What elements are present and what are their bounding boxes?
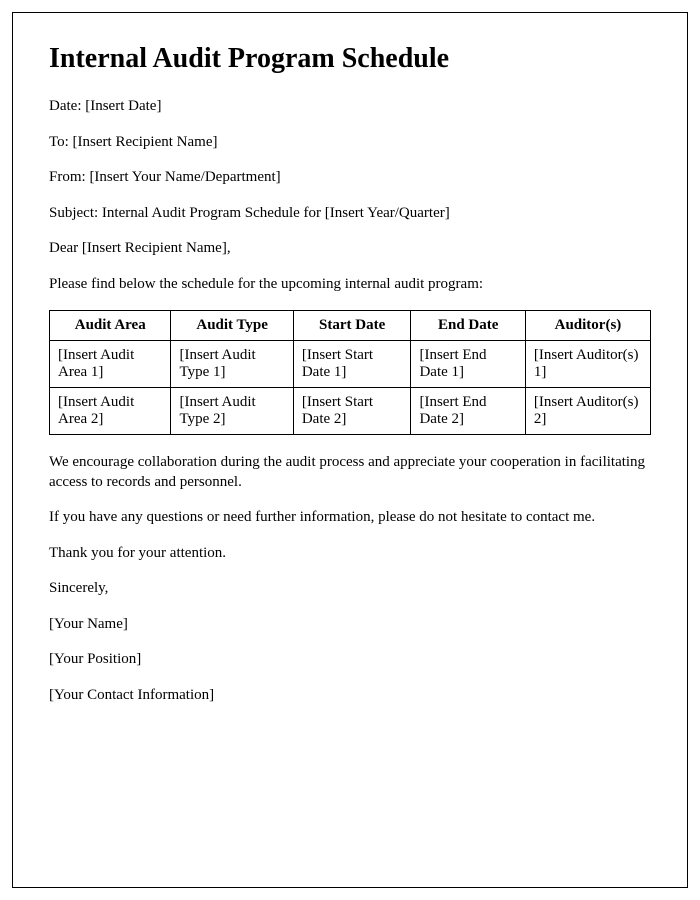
cell-audit-type: [Insert Audit Type 2]	[171, 388, 293, 435]
to-value: [Insert Recipient Name]	[73, 134, 218, 150]
col-auditors: Auditor(s)	[525, 311, 650, 341]
col-audit-area: Audit Area	[50, 311, 171, 341]
to-label: To:	[49, 134, 73, 150]
cell-audit-type: [Insert Audit Type 1]	[171, 341, 293, 388]
from-label: From:	[49, 169, 89, 185]
audit-schedule-table: Audit Area Audit Type Start Date End Dat…	[49, 310, 651, 435]
intro-text: Please find below the schedule for the u…	[49, 275, 651, 295]
signature-name: [Your Name]	[49, 615, 651, 635]
body-paragraph-2: If you have any questions or need furthe…	[49, 508, 651, 528]
col-end-date: End Date	[411, 311, 525, 341]
cell-audit-area: [Insert Audit Area 2]	[50, 388, 171, 435]
date-line: Date: [Insert Date]	[49, 97, 651, 117]
document-container: Internal Audit Program Schedule Date: [I…	[12, 12, 688, 888]
salutation: Dear [Insert Recipient Name],	[49, 239, 651, 259]
page-title: Internal Audit Program Schedule	[49, 43, 651, 75]
closing: Sincerely,	[49, 579, 651, 599]
cell-start-date: [Insert Start Date 2]	[293, 388, 411, 435]
cell-auditors: [Insert Auditor(s) 2]	[525, 388, 650, 435]
date-value: [Insert Date]	[85, 98, 161, 114]
body-paragraph-1: We encourage collaboration during the au…	[49, 453, 651, 492]
body-paragraph-3: Thank you for your attention.	[49, 544, 651, 564]
cell-start-date: [Insert Start Date 1]	[293, 341, 411, 388]
subject-value: Internal Audit Program Schedule for [Ins…	[102, 205, 450, 221]
table-row: [Insert Audit Area 1] [Insert Audit Type…	[50, 341, 651, 388]
table-header-row: Audit Area Audit Type Start Date End Dat…	[50, 311, 651, 341]
col-start-date: Start Date	[293, 311, 411, 341]
col-audit-type: Audit Type	[171, 311, 293, 341]
cell-auditors: [Insert Auditor(s) 1]	[525, 341, 650, 388]
to-line: To: [Insert Recipient Name]	[49, 133, 651, 153]
from-line: From: [Insert Your Name/Department]	[49, 168, 651, 188]
subject-line: Subject: Internal Audit Program Schedule…	[49, 204, 651, 224]
signature-contact: [Your Contact Information]	[49, 686, 651, 706]
table-row: [Insert Audit Area 2] [Insert Audit Type…	[50, 388, 651, 435]
cell-audit-area: [Insert Audit Area 1]	[50, 341, 171, 388]
subject-label: Subject:	[49, 205, 102, 221]
cell-end-date: [Insert End Date 1]	[411, 341, 525, 388]
cell-end-date: [Insert End Date 2]	[411, 388, 525, 435]
from-value: [Insert Your Name/Department]	[89, 169, 280, 185]
date-label: Date:	[49, 98, 85, 114]
signature-position: [Your Position]	[49, 650, 651, 670]
